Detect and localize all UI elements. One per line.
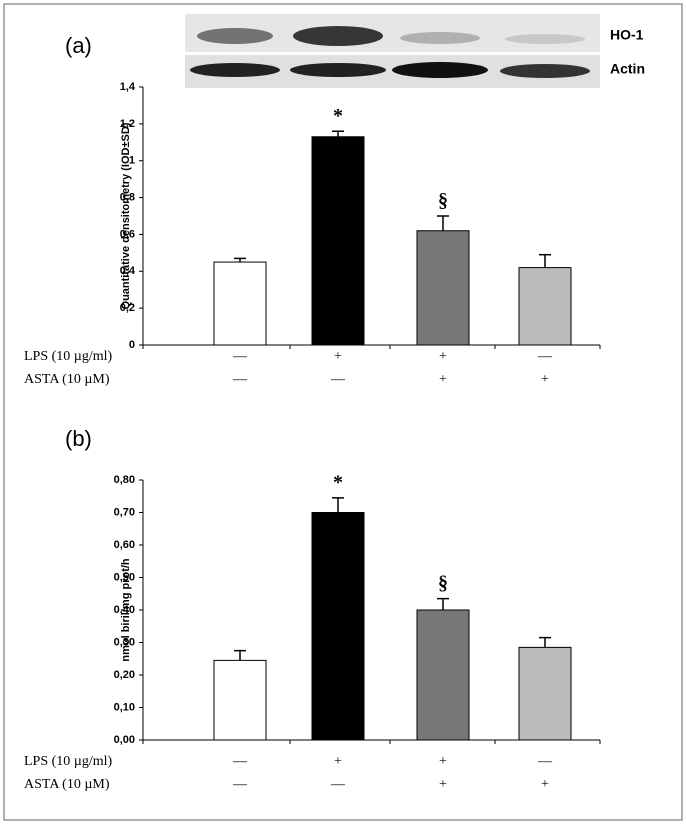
error-bar	[437, 597, 449, 610]
blot-label: Actin	[610, 61, 645, 77]
treatment-name: LPS (10 µg/ml)	[24, 349, 113, 364]
panel-label: (b)	[65, 426, 92, 451]
error-bar	[539, 253, 551, 268]
y-tick-label: 0,6	[120, 228, 135, 240]
error-bar	[437, 215, 449, 231]
y-tick-label: 0,8	[120, 191, 135, 203]
treatment-symbol: +	[334, 754, 342, 769]
error-bar	[234, 649, 246, 661]
bar	[311, 512, 365, 741]
treatment-symbol: —	[330, 777, 346, 792]
y-tick-label: 0,50	[114, 571, 135, 583]
y-tick-label: 1,2	[120, 118, 135, 130]
annotation: *	[333, 105, 343, 127]
y-tick-label: 0,70	[114, 506, 135, 518]
treatment-symbol: —	[232, 372, 248, 387]
band	[290, 63, 386, 77]
treatment-symbol: —	[330, 372, 346, 387]
panel-label: (a)	[65, 33, 92, 58]
band	[505, 34, 585, 44]
treatment-symbol: +	[439, 754, 447, 769]
treatment-name: ASTA (10 µM)	[24, 372, 110, 387]
y-tick-label: 0,4	[120, 265, 136, 277]
annotation: §	[438, 190, 448, 212]
band	[500, 64, 590, 78]
blot-label: HO-1	[610, 27, 644, 43]
treatment-symbol: —	[537, 754, 553, 769]
treatment-symbol: +	[439, 349, 447, 364]
bar	[518, 646, 572, 741]
treatment-symbol: +	[439, 777, 447, 792]
treatment-name: LPS (10 µg/ml)	[24, 754, 113, 769]
y-tick-label: 0,60	[114, 539, 135, 551]
bar	[213, 659, 267, 741]
treatment-symbol: —	[537, 349, 553, 364]
treatment-symbol: +	[541, 372, 549, 387]
band	[190, 63, 280, 77]
bar	[518, 267, 572, 346]
band	[293, 26, 383, 46]
error-bar	[539, 636, 551, 648]
bar	[311, 136, 365, 346]
y-tick-label: 0,30	[114, 636, 135, 648]
treatment-symbol: —	[232, 754, 248, 769]
treatment-symbol: —	[232, 349, 248, 364]
y-tick-label: 1	[129, 155, 135, 167]
bar	[416, 609, 470, 741]
treatment-symbol: —	[232, 777, 248, 792]
band	[392, 62, 488, 78]
bar	[416, 230, 470, 346]
bar	[213, 261, 267, 346]
annotation: §	[438, 572, 448, 594]
error-bar	[332, 497, 344, 513]
treatment-name: ASTA (10 µM)	[24, 777, 110, 792]
y-tick-label: 0	[129, 339, 135, 351]
treatment-symbol: +	[334, 349, 342, 364]
y-tick-label: 0,80	[114, 474, 135, 486]
y-tick-label: 1,4	[120, 81, 136, 93]
treatment-symbol: +	[541, 777, 549, 792]
treatment-symbol: +	[439, 372, 447, 387]
error-bar	[234, 257, 246, 263]
y-axis-label: nmol biril/mg prot/h	[120, 558, 132, 662]
blot	[185, 14, 600, 88]
y-tick-label: 0,2	[120, 302, 135, 314]
error-bar	[332, 130, 344, 137]
band	[400, 32, 480, 44]
y-tick-label: 0,10	[114, 701, 135, 713]
band	[197, 28, 273, 44]
y-axis-label: Quantitative densitometry (IOD±SD)	[120, 122, 132, 309]
y-tick-label: 0,00	[114, 734, 135, 746]
annotation: *	[333, 471, 343, 493]
y-tick-label: 0,40	[114, 604, 135, 616]
y-tick-label: 0,20	[114, 669, 135, 681]
